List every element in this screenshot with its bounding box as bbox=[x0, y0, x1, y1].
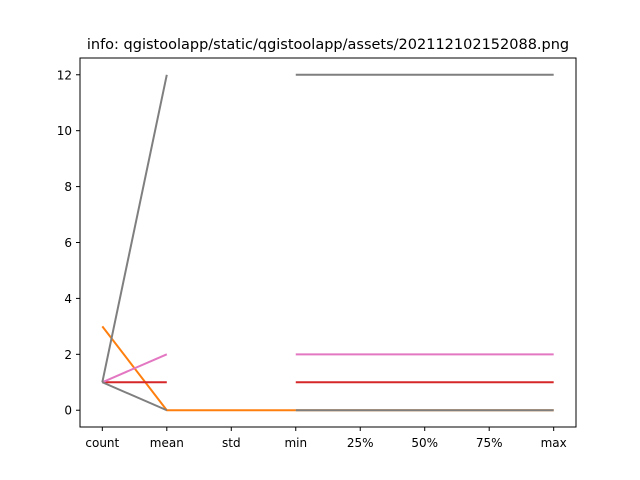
y-tick-label: 2 bbox=[64, 348, 72, 362]
x-tick-label: 50% bbox=[411, 436, 438, 450]
y-tick-label: 10 bbox=[57, 124, 72, 138]
x-tick-label: 75% bbox=[476, 436, 503, 450]
x-tick-label: min bbox=[284, 436, 307, 450]
x-tick-label: count bbox=[85, 436, 119, 450]
series-line bbox=[101, 325, 296, 412]
y-tick-label: 12 bbox=[57, 68, 72, 82]
x-tick-label: 25% bbox=[347, 436, 374, 450]
y-tick-label: 4 bbox=[64, 292, 72, 306]
series-line bbox=[101, 74, 168, 383]
y-axis: 0 2 4 6 8 10 12 bbox=[57, 68, 80, 418]
y-tick-label: 0 bbox=[64, 404, 72, 418]
series-line bbox=[101, 353, 168, 384]
plot-frame bbox=[79, 57, 577, 428]
x-tick-label: std bbox=[222, 436, 241, 450]
y-tick-label: 6 bbox=[64, 236, 72, 250]
x-tick-label: mean bbox=[150, 436, 184, 450]
series-layer bbox=[101, 73, 554, 412]
series-line bbox=[101, 381, 168, 412]
x-axis: count mean std min 25% 50% 75% max bbox=[85, 427, 567, 450]
x-tick-label: max bbox=[541, 436, 567, 450]
y-tick-label: 8 bbox=[64, 180, 72, 194]
chart-title: info: qgistoolapp/static/qgistoolapp/ass… bbox=[87, 37, 569, 53]
